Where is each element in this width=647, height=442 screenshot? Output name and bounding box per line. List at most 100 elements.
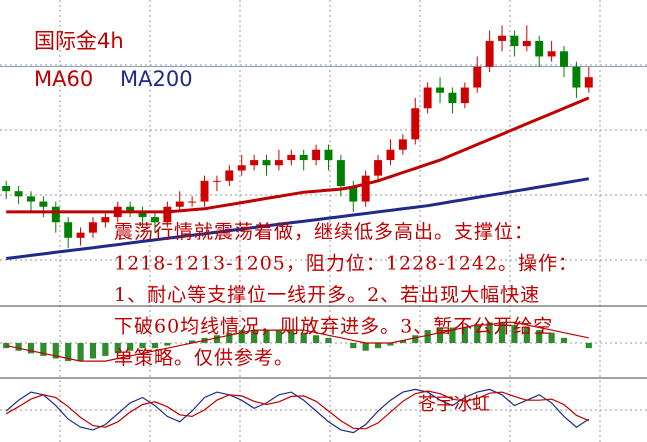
candle-body xyxy=(2,186,11,192)
candle-body xyxy=(225,170,234,181)
candle-body xyxy=(473,66,482,88)
watermark: 苍宇冰虹 xyxy=(418,394,490,415)
macd-bar xyxy=(350,343,357,349)
candle-body xyxy=(14,191,23,197)
macd-bar xyxy=(89,343,97,359)
annotation-line: 1、耐心等支撑位一线开多。2、若出现大幅快速 xyxy=(114,284,540,306)
candle-body xyxy=(522,40,531,47)
macd-bar xyxy=(275,330,283,343)
macd-bar xyxy=(114,343,121,354)
line-series xyxy=(6,321,589,362)
candle-body xyxy=(126,206,135,212)
macd-bar xyxy=(424,330,431,343)
candle-body xyxy=(212,180,221,182)
candle-body xyxy=(349,186,358,202)
candle-body xyxy=(361,175,370,202)
macd-bar xyxy=(251,330,258,343)
candle-body xyxy=(76,232,85,238)
candle-body xyxy=(175,201,184,207)
macd-bar xyxy=(560,337,568,343)
macd-bar xyxy=(15,343,22,351)
macd-bar xyxy=(164,343,171,346)
candle-body xyxy=(498,35,506,41)
line-series xyxy=(5,390,590,430)
candle-body xyxy=(39,201,48,207)
macd-bar xyxy=(536,330,543,343)
candle-body xyxy=(51,206,60,223)
candle-body xyxy=(572,66,581,88)
candle-body xyxy=(423,87,432,109)
legend-entry: MA60 xyxy=(34,67,93,91)
candle-body xyxy=(250,160,259,166)
legend-entry: MA200 xyxy=(120,67,193,91)
annotation-line: 单策略。仅供参考。 xyxy=(114,347,294,369)
macd-bar xyxy=(238,330,245,343)
macd-bar xyxy=(3,343,10,349)
candle-body xyxy=(150,217,159,223)
candle-body xyxy=(510,35,519,47)
macd-bar xyxy=(374,343,382,349)
macd-bar xyxy=(436,327,444,343)
chart-title: 国际金4h xyxy=(34,29,124,53)
candle-body xyxy=(336,160,345,186)
candle-body xyxy=(101,217,110,223)
candle-body xyxy=(163,206,172,223)
macd-bar xyxy=(486,322,493,343)
macd-bar xyxy=(325,337,332,343)
candle-body xyxy=(560,51,568,67)
annotation-line: 1218-1213-1205，阻力位：1228-1242。操作： xyxy=(114,253,578,275)
macd-bar xyxy=(498,322,506,343)
macd-bar xyxy=(40,343,47,356)
macd-bar xyxy=(102,343,109,356)
candle-body xyxy=(436,87,445,93)
candle-body xyxy=(324,149,333,161)
macd-bar xyxy=(226,332,233,343)
macd-bar xyxy=(300,332,307,343)
macd-bar xyxy=(288,330,295,343)
candle-body xyxy=(237,165,246,171)
macd-bar xyxy=(412,335,419,343)
candle-body xyxy=(262,160,271,166)
macd-bar xyxy=(65,343,72,362)
candle-body xyxy=(485,40,494,67)
macd-bar xyxy=(585,343,592,349)
macd-bar xyxy=(127,343,134,351)
candle-body xyxy=(448,92,457,104)
macd-bar xyxy=(139,343,146,349)
annotation-line: 震荡行情就震荡着做，继续低多高出。支撑位： xyxy=(114,221,534,243)
line-series xyxy=(6,177,590,260)
candle-body xyxy=(386,149,395,161)
macd-bar xyxy=(449,327,456,343)
macd-bar xyxy=(511,324,518,343)
candle-body xyxy=(299,154,308,161)
candle-body xyxy=(274,160,283,166)
macd-bar xyxy=(362,343,369,351)
macd-bar xyxy=(548,332,555,343)
candle-body xyxy=(188,201,197,203)
candle-body xyxy=(89,222,97,233)
macd-bar xyxy=(474,324,481,343)
candle-body xyxy=(547,51,556,57)
macd-bar xyxy=(151,343,159,349)
candle-body xyxy=(138,211,147,218)
macd-bar xyxy=(213,335,221,343)
macd-bar xyxy=(387,343,394,346)
macd-bar xyxy=(77,343,84,362)
macd-bar xyxy=(523,327,530,343)
macd-bar xyxy=(52,343,59,359)
candle-body xyxy=(398,139,407,150)
candle-body xyxy=(27,196,35,202)
candle-body xyxy=(287,154,296,161)
macd-bar xyxy=(312,335,320,343)
candle-body xyxy=(584,77,593,88)
line-series xyxy=(6,96,590,214)
macd-bar xyxy=(189,340,196,343)
candle-body xyxy=(535,40,544,57)
macd-bar xyxy=(399,340,406,343)
candle-body xyxy=(374,160,383,176)
candle-body xyxy=(312,149,321,161)
candle-body xyxy=(200,180,209,202)
candle-body xyxy=(411,108,420,140)
